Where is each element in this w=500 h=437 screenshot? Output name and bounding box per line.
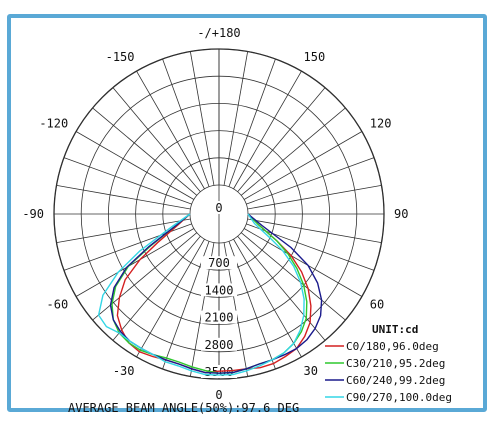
legend-entry: C90/270,100.0deg: [346, 391, 452, 404]
grid-spoke: [233, 238, 302, 358]
grid-spoke: [56, 184, 191, 210]
legend-entry: C0/180,96.0deg: [346, 340, 439, 353]
grid-spoke: [223, 51, 249, 186]
grid-spoke: [92, 107, 198, 196]
grid-spoke: [75, 131, 195, 200]
grid-spoke: [63, 157, 192, 205]
radial-labels: 0 700 1400 2100 2800 3500: [201, 201, 237, 379]
angle-label: 120: [370, 117, 392, 131]
radial-label-bg: [201, 310, 237, 324]
radial-tick-label: 1400: [205, 283, 234, 297]
radial-tick-label: 0: [215, 201, 222, 215]
radial-label-bg: [201, 256, 237, 270]
angle-label: -120: [39, 117, 68, 131]
angle-label: 0: [215, 388, 222, 402]
grid-spoke: [237, 235, 326, 341]
grid-spoke: [243, 131, 363, 200]
legend: UNIT:cd C0/180,96.0deg C30/210,95.2deg C60…: [325, 323, 452, 404]
grid-spoke: [233, 70, 302, 190]
grid-spoke: [92, 232, 198, 321]
angle-labels: -/+180 150 120 90 60 30 0 -30 -60 -90 -120 -150: [22, 26, 408, 402]
radial-label-bg: [201, 337, 237, 351]
radial-label-bg: [201, 201, 237, 214]
angle-label: -/+180: [197, 26, 240, 40]
grid-spoke: [162, 58, 210, 187]
angle-label: 150: [304, 50, 326, 64]
angle-label: -150: [106, 50, 135, 64]
legend-entry: C30/210,95.2deg: [346, 357, 445, 370]
radial-tick-label: 2800: [205, 338, 234, 352]
grid-spoke: [240, 107, 346, 196]
grid-spoke: [228, 58, 276, 187]
unit-label: UNIT:cd: [372, 323, 418, 336]
grid-spoke: [240, 232, 346, 321]
average-beam-angle-label: AVERAGE BEAM ANGLE(50%):97.6 DEG: [68, 401, 299, 415]
grid-spoke: [75, 228, 195, 297]
grid-spoke: [136, 238, 205, 358]
polar-grid: [53, 48, 385, 380]
grid-spoke: [112, 87, 201, 193]
radial-tick-label: 700: [208, 256, 230, 270]
intensity-curves: [97, 213, 323, 376]
grid-spoke: [246, 157, 375, 205]
radial-label-bg: [201, 283, 237, 297]
grid-spoke: [247, 184, 382, 210]
curve-series-0: [116, 213, 312, 374]
curve-series-3: [97, 213, 305, 376]
angle-label: -30: [113, 364, 135, 378]
angle-label: 60: [370, 298, 384, 312]
angle-label: 30: [304, 364, 318, 378]
grid-spoke: [247, 218, 382, 244]
grid-spoke: [237, 87, 326, 193]
grid-spoke: [112, 235, 201, 341]
curve-series-2: [109, 213, 323, 374]
legend-entry: C60/240,99.2deg: [346, 374, 445, 387]
chart-frame: [7, 14, 487, 412]
grid-spoke: [56, 218, 191, 244]
grid-spoke: [246, 223, 375, 271]
grid-spoke: [136, 70, 205, 190]
grid-spoke: [189, 51, 215, 186]
radial-tick-label: 3500: [205, 365, 234, 379]
angle-label: 90: [394, 207, 408, 221]
grid-spoke: [243, 228, 363, 297]
angle-label: -90: [22, 207, 44, 221]
angle-label: -60: [47, 298, 69, 312]
radial-tick-label: 2100: [205, 311, 234, 325]
